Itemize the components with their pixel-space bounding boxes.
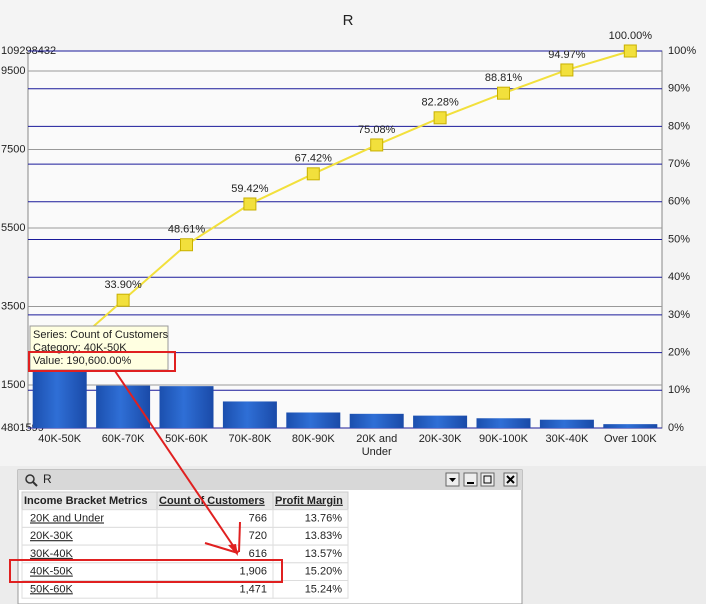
row-link[interactable]: 30K-40K [30,548,73,560]
x-tick-label: 90K-100K [479,433,529,445]
dropdown-icon [449,478,456,482]
cell-text: 15.20% [305,566,343,578]
table: Income Bracket Metrics Count of Customers… [21,491,349,599]
data-label: 33.90% [104,279,142,291]
cell-text: 1,906 [239,566,267,578]
marker [560,63,574,77]
row-link[interactable]: 20K-30K [30,530,73,542]
row-link[interactable]: 20K and Under [30,512,104,524]
cell-text: 15.24% [305,583,343,595]
y2-tick-label: 60% [668,196,690,208]
marker [306,167,320,181]
y2-tick-label: 50% [668,233,690,245]
close-icon [506,475,515,484]
data-label: 82.28% [421,97,459,109]
bar [222,401,277,428]
data-label: 48.61% [168,224,206,236]
marker [497,86,510,100]
highlight-box [9,559,283,583]
bar [159,386,214,428]
y2-tick-label: 90% [668,83,690,95]
highlight-box [28,351,176,372]
y-tick-label: 1500 [1,379,25,391]
bar [286,412,341,428]
marker [433,111,447,125]
marker [243,197,257,211]
y-tick-label: 7500 [1,143,25,155]
data-label: 75.08% [358,124,396,136]
x-tick-label: 20K and Under [356,433,397,458]
y2-tick-label: 40% [668,271,690,283]
x-tick-label: 20K-30K [419,433,462,445]
bar [349,413,404,428]
x-tick-label: 60K-70K [102,433,145,445]
tooltip-line: Category: 40K-50K [33,342,127,354]
x-tick-label: Over 100K [604,433,657,445]
y2-tick-label: 30% [668,309,690,321]
y2-tick-label: 80% [668,120,690,132]
tooltip-line: Value: 190,600.00% [33,355,131,367]
x-tick-label: 40K-50K [38,433,81,445]
arrow [238,521,241,553]
bar [413,415,468,428]
minimize-button[interactable] [463,472,478,487]
bar [476,418,531,428]
bar [603,424,658,428]
row-link[interactable]: 50K-60K [30,583,73,595]
cell-text: 13.76% [305,512,343,524]
marker [180,238,193,252]
arrow [204,542,239,554]
data-label: 100.00% [609,30,653,42]
y2-tick-label: 20% [668,347,690,359]
bar [32,369,87,428]
cell-text: 13.83% [305,530,343,542]
search-icon [32,481,38,487]
y2-tick-label: 0% [668,422,684,434]
maximize-icon [483,475,492,484]
arrow-head [228,544,238,556]
cell-text: 616 [249,548,267,560]
data-label: 67.42% [295,153,333,165]
cell [272,580,349,599]
x-tick-label: 30K-40K [545,433,588,445]
y-tick-label: 3500 [1,300,25,312]
cell-text: 720 [249,530,267,542]
cell-text: 13.57% [305,548,343,560]
panel-title: R [43,472,52,486]
data-label: 94.97% [548,49,586,61]
column-header: Count of Customers [159,495,265,507]
cell-text: 1,471 [239,583,267,595]
y-tick-label: 5500 [1,222,25,234]
column-header: Income Bracket Metrics [24,495,148,507]
tooltip: Series: Count of Customers Category: 40K… [29,325,169,371]
marker [623,44,637,58]
panel-header [18,470,522,490]
y2-tick-label: 70% [668,158,690,170]
y2-tick-label: 10% [668,384,690,396]
bar [96,385,151,428]
row-link[interactable]: 40K-50K [30,566,73,578]
x-tick-label: 50K-60K [165,433,208,445]
maximize-button[interactable] [480,472,495,487]
data-label: 59.42% [231,183,269,195]
line [59,50,631,357]
column-header: Profit Margin [275,495,343,507]
tooltip-line: Series: Count of Customers [33,329,169,341]
marker [116,293,130,307]
annotation [9,351,283,583]
chart-title: R [343,12,354,29]
y-tick-label: 9500 [1,65,25,77]
arrow [114,370,239,554]
marker [370,138,384,152]
y2-tick-label: 100% [668,45,696,57]
x-tick-label: 70K-80K [228,433,271,445]
search-icon[interactable] [25,474,35,484]
cell-text: 766 [249,512,267,524]
bar [539,419,594,428]
plot: 4801599150035005500750095001092984320%10… [1,30,696,458]
data-label: 88.81% [485,72,523,84]
x-tick-label: 80K-90K [292,433,335,445]
